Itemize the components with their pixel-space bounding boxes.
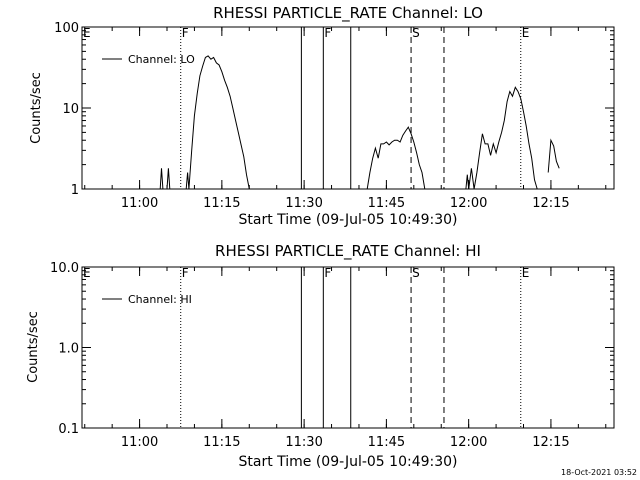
x-axis-label: Start Time (09-Jul-05 10:49:30): [238, 212, 457, 228]
plot-frame: [81, 26, 615, 190]
x-tick-label: 11:00: [121, 196, 158, 211]
y-tick-label: 1.0: [58, 342, 79, 357]
y-tick-label: 1: [71, 183, 79, 198]
chart-title: RHESSI PARTICLE_RATE Channel: LO: [213, 4, 483, 23]
x-tick-label: 11:15: [203, 435, 240, 450]
x-tick-label: 11:00: [121, 435, 158, 450]
event-marker-label: F: [324, 266, 331, 280]
legend-label: Channel: HI: [128, 293, 192, 306]
event-marker-label: S: [412, 266, 420, 280]
timestamp: 18-Oct-2021 03:52: [561, 468, 637, 477]
x-tick-label: 11:30: [285, 435, 322, 450]
event-marker-label: E: [522, 26, 530, 40]
event-marker-label: E: [83, 26, 91, 40]
event-marker-label: E: [522, 266, 530, 280]
x-tick-label: 11:15: [203, 196, 240, 211]
x-tick-label: 12:15: [532, 435, 569, 450]
x-axis-label: Start Time (09-Jul-05 10:49:30): [238, 454, 457, 470]
event-marker-label: F: [182, 26, 189, 40]
y-axis-label: Counts/sec: [29, 72, 44, 144]
event-marker-label: F: [182, 266, 189, 280]
x-tick-label: 12:15: [532, 196, 569, 211]
x-tick-label: 11:30: [285, 196, 322, 211]
series-line: [185, 55, 250, 190]
y-tick-label: 10: [62, 102, 79, 117]
series-line: [166, 168, 171, 190]
x-tick-label: 11:45: [368, 435, 405, 450]
y-axis-label: Counts/sec: [26, 311, 41, 383]
plot-frame: [81, 266, 615, 429]
series-line: [465, 86, 538, 190]
event-marker-label: E: [83, 266, 91, 280]
x-tick-label: 12:00: [450, 196, 487, 211]
y-tick-label: 10.0: [50, 261, 79, 276]
series-line: [366, 126, 426, 190]
y-tick-label: 100: [54, 21, 79, 36]
legend-label: Channel: LO: [128, 53, 195, 66]
event-marker-label: F: [324, 26, 331, 40]
lo-channel-panel: RHESSI PARTICLE_RATE Channel: LO Start T…: [29, 4, 615, 228]
hi-channel-panel: RHESSI PARTICLE_RATE Channel: HI Start T…: [26, 242, 615, 470]
x-tick-label: 12:00: [450, 435, 487, 450]
y-tick-label: 0.1: [58, 422, 79, 437]
chart-title: RHESSI PARTICLE_RATE Channel: HI: [215, 242, 481, 261]
series-line: [547, 138, 560, 173]
x-tick-label: 11:45: [368, 196, 405, 211]
event-marker-label: S: [412, 26, 420, 40]
series-line: [159, 168, 164, 190]
